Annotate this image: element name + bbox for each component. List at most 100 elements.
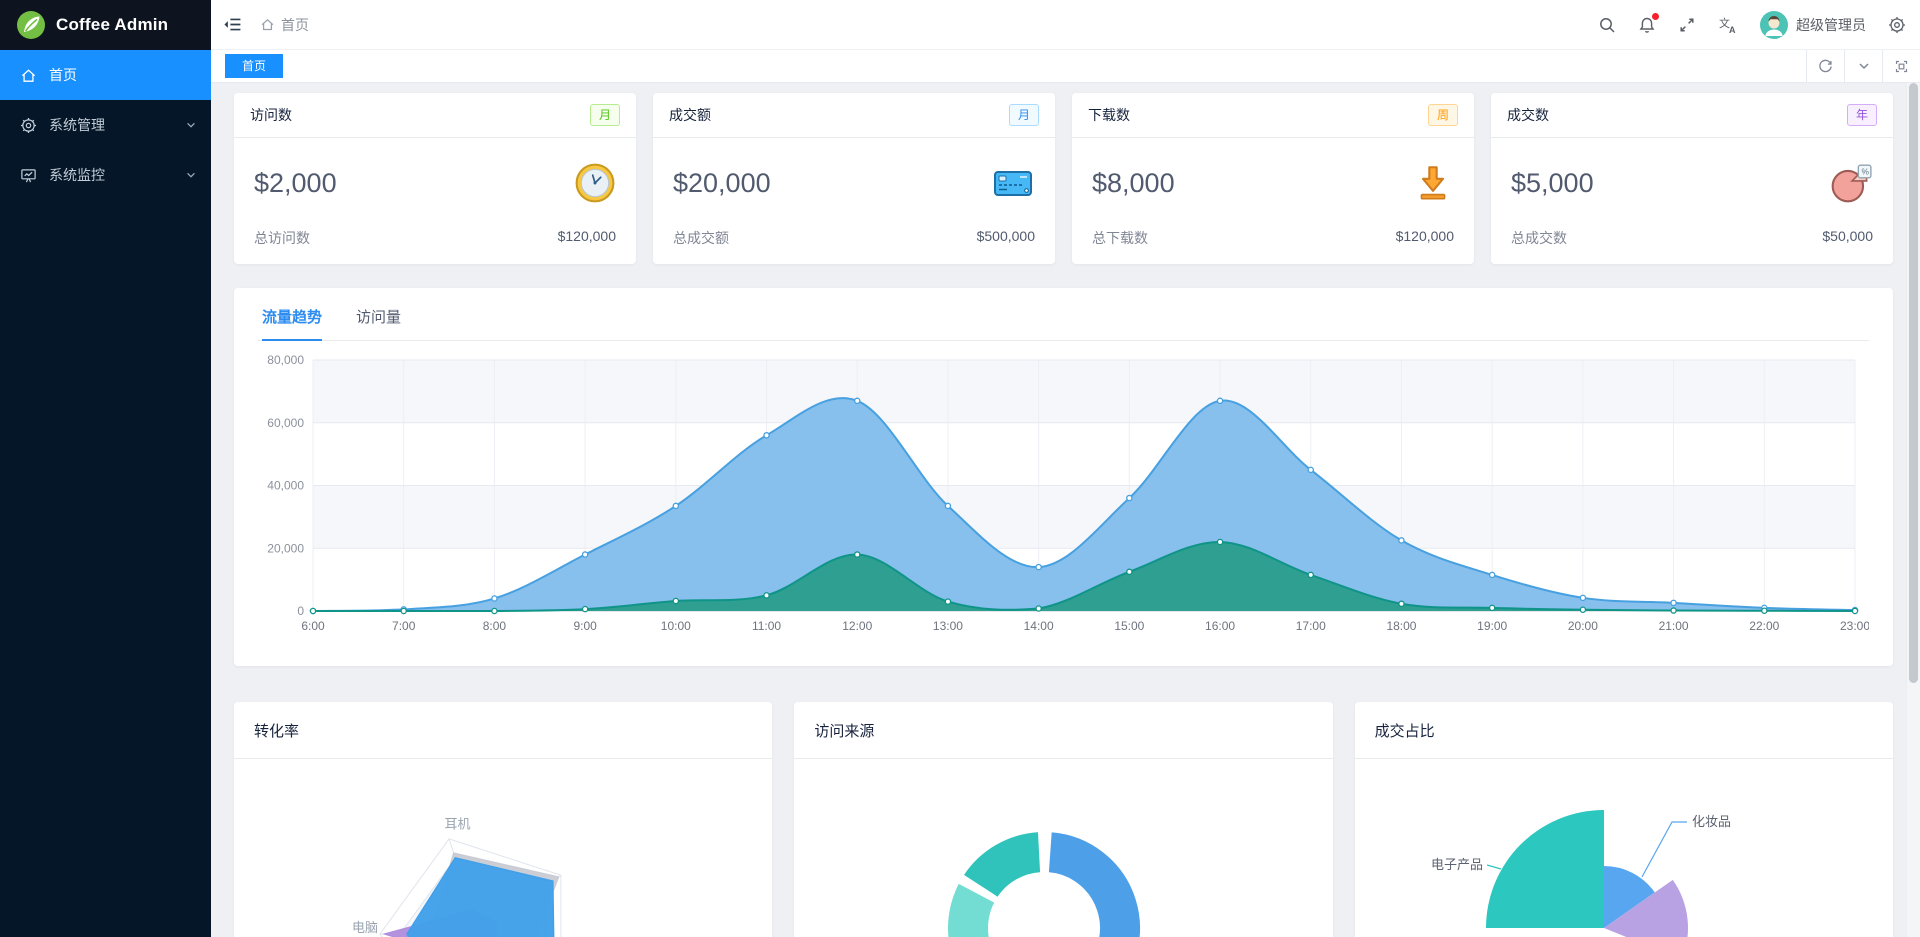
svg-text:6:00: 6:00 (301, 619, 325, 633)
pie-icon: % (1829, 162, 1873, 204)
visit-source-panel: 访问来源 (794, 702, 1333, 937)
panel-title: 成交占比 (1374, 722, 1435, 740)
stat-card-value: $5,000 (1511, 167, 1594, 198)
tab-traffic-trend[interactable]: 流量趋势 (262, 306, 323, 341)
period-badge: 月 (589, 104, 620, 126)
main-column: 首页 (211, 0, 1920, 937)
visit-source-donut-chart (946, 830, 1143, 937)
logo-leaf-icon (16, 10, 46, 40)
bell-icon[interactable] (1638, 12, 1659, 34)
avatar (1760, 10, 1788, 39)
stat-card-value: $20,000 (673, 167, 771, 198)
svg-text:14:00: 14:00 (1024, 619, 1054, 633)
stat-footer-label: 总下载数 (1092, 230, 1148, 246)
svg-text:10:00: 10:00 (661, 619, 691, 633)
traffic-trend-chart: 0 20,000 40,000 60,000 80,000 6:00 7:00 8:00 9:0… (267, 353, 1869, 633)
period-badge: 年 (1846, 104, 1877, 126)
stat-footer-label: 总成交额 (673, 230, 729, 246)
stat-cards-row: 访问数 月 $2,000 (234, 93, 1893, 264)
stat-footer-value: $500,000 (976, 228, 1035, 244)
svg-text:22:00: 22:00 (1749, 619, 1779, 633)
stat-footer-value: $120,000 (557, 228, 616, 244)
scrollbar-thumb[interactable] (1909, 83, 1918, 683)
svg-text:20:00: 20:00 (1568, 619, 1598, 633)
svg-text:0: 0 (297, 604, 304, 618)
logo-text: Coffee Admin (56, 15, 169, 34)
user-name: 超级管理员 (1796, 16, 1866, 33)
sidebar-item-home[interactable]: 首页 (0, 50, 211, 100)
svg-text:耳机: 耳机 (444, 817, 470, 832)
stat-footer-value: $50,000 (1822, 228, 1873, 244)
refresh-icon[interactable] (1806, 50, 1844, 82)
chevron-down-icon[interactable] (1844, 50, 1882, 82)
settings-gear-icon[interactable] (1888, 16, 1906, 34)
stat-footer-label: 总访问数 (254, 230, 310, 246)
tab-visit-volume[interactable]: 访问量 (356, 309, 402, 326)
expand-icon[interactable] (1882, 50, 1920, 82)
tab-home[interactable]: 首页 (225, 54, 284, 78)
svg-text:80,000: 80,000 (267, 353, 304, 367)
svg-text:7:00: 7:00 (392, 619, 416, 633)
svg-text:21:00: 21:00 (1659, 619, 1689, 633)
sidebar-item-system-management[interactable]: 系统管理 (0, 100, 211, 150)
sidebar-item-label: 系统管理 (49, 117, 105, 133)
traffic-trend-card: 流量趋势 访问量 0 20,000 40,000 60,000 80,000 6:00 7:… (234, 288, 1893, 666)
stat-card-title: 成交额 (669, 107, 711, 123)
clock-icon (574, 162, 616, 204)
svg-text:文: 文 (1719, 16, 1730, 30)
chevron-down-icon (185, 119, 197, 131)
home-icon (20, 67, 37, 84)
navbar-actions: 文 A 超级管理员 (1598, 10, 1906, 39)
svg-text:A: A (1729, 25, 1736, 34)
panel-title: 转化率 (254, 722, 300, 740)
breadcrumb[interactable]: 首页 (260, 15, 309, 35)
period-badge: 周 (1427, 104, 1458, 126)
svg-text:19:00: 19:00 (1477, 619, 1507, 633)
sidebar-item-label: 系统监控 (49, 167, 105, 183)
stat-card-title: 成交数 (1507, 107, 1549, 123)
svg-text:8:00: 8:00 (483, 619, 507, 633)
svg-text:12:00: 12:00 (842, 619, 872, 633)
stat-card-title: 下载数 (1088, 107, 1130, 123)
panel-title: 访问来源 (814, 722, 875, 740)
deal-share-panel: 成交占比 电子产品 化妆品 (1354, 702, 1893, 937)
sidebar-item-system-monitor[interactable]: 系统监控 (0, 150, 211, 200)
stat-card-visits: 访问数 月 $2,000 (234, 93, 636, 264)
conversion-radar-chart: 电脑耳机充电器 (352, 817, 562, 937)
svg-text:%: % (1861, 167, 1869, 177)
page-content: 访问数 月 $2,000 (211, 83, 1920, 937)
gear-icon (20, 117, 37, 134)
bank-card-icon (991, 163, 1035, 203)
svg-text:9:00: 9:00 (573, 619, 597, 633)
top-navbar: 首页 (211, 0, 1920, 50)
user-menu[interactable]: 超级管理员 (1760, 10, 1866, 39)
conversion-panel: 转化率 电脑耳机充电器 (234, 702, 773, 937)
period-badge: 月 (1008, 104, 1039, 126)
stat-card-value: $2,000 (254, 167, 337, 198)
search-icon[interactable] (1598, 16, 1616, 34)
bottom-panels-row: 转化率 电脑耳机充电器 访问来源 成交占比 电子产品 化妆品 (234, 702, 1893, 937)
page-tabbar: 首页 (211, 50, 1920, 83)
deal-share-pie-chart: 电子产品 化妆品 (1431, 810, 1731, 937)
svg-text:60,000: 60,000 (267, 416, 304, 430)
stat-card-title: 访问数 (250, 107, 292, 123)
breadcrumb-home[interactable]: 首页 (281, 16, 309, 33)
stat-card-deals: 成交数 年 $5,000 % (1491, 93, 1893, 264)
app-logo[interactable]: Coffee Admin (0, 0, 211, 50)
page-scrollbar[interactable] (1906, 83, 1920, 937)
menu-fold-icon[interactable] (223, 15, 242, 34)
svg-text:11:00: 11:00 (752, 619, 781, 633)
translate-icon[interactable]: 文 A (1718, 16, 1738, 34)
chevron-down-icon (185, 169, 197, 181)
svg-text:20,000: 20,000 (267, 541, 304, 555)
home-icon (260, 17, 275, 32)
fullscreen-icon[interactable] (1678, 16, 1696, 34)
svg-text:15:00: 15:00 (1114, 619, 1144, 633)
monitor-icon (20, 167, 37, 184)
stat-card-downloads: 下载数 周 $8,000 总下载数 (1072, 93, 1474, 264)
svg-text:16:00: 16:00 (1205, 619, 1235, 633)
svg-text:化妆品: 化妆品 (1692, 814, 1731, 829)
svg-text:电子产品: 电子产品 (1431, 857, 1483, 872)
trend-tabs: 流量趋势 访问量 (258, 298, 1869, 341)
